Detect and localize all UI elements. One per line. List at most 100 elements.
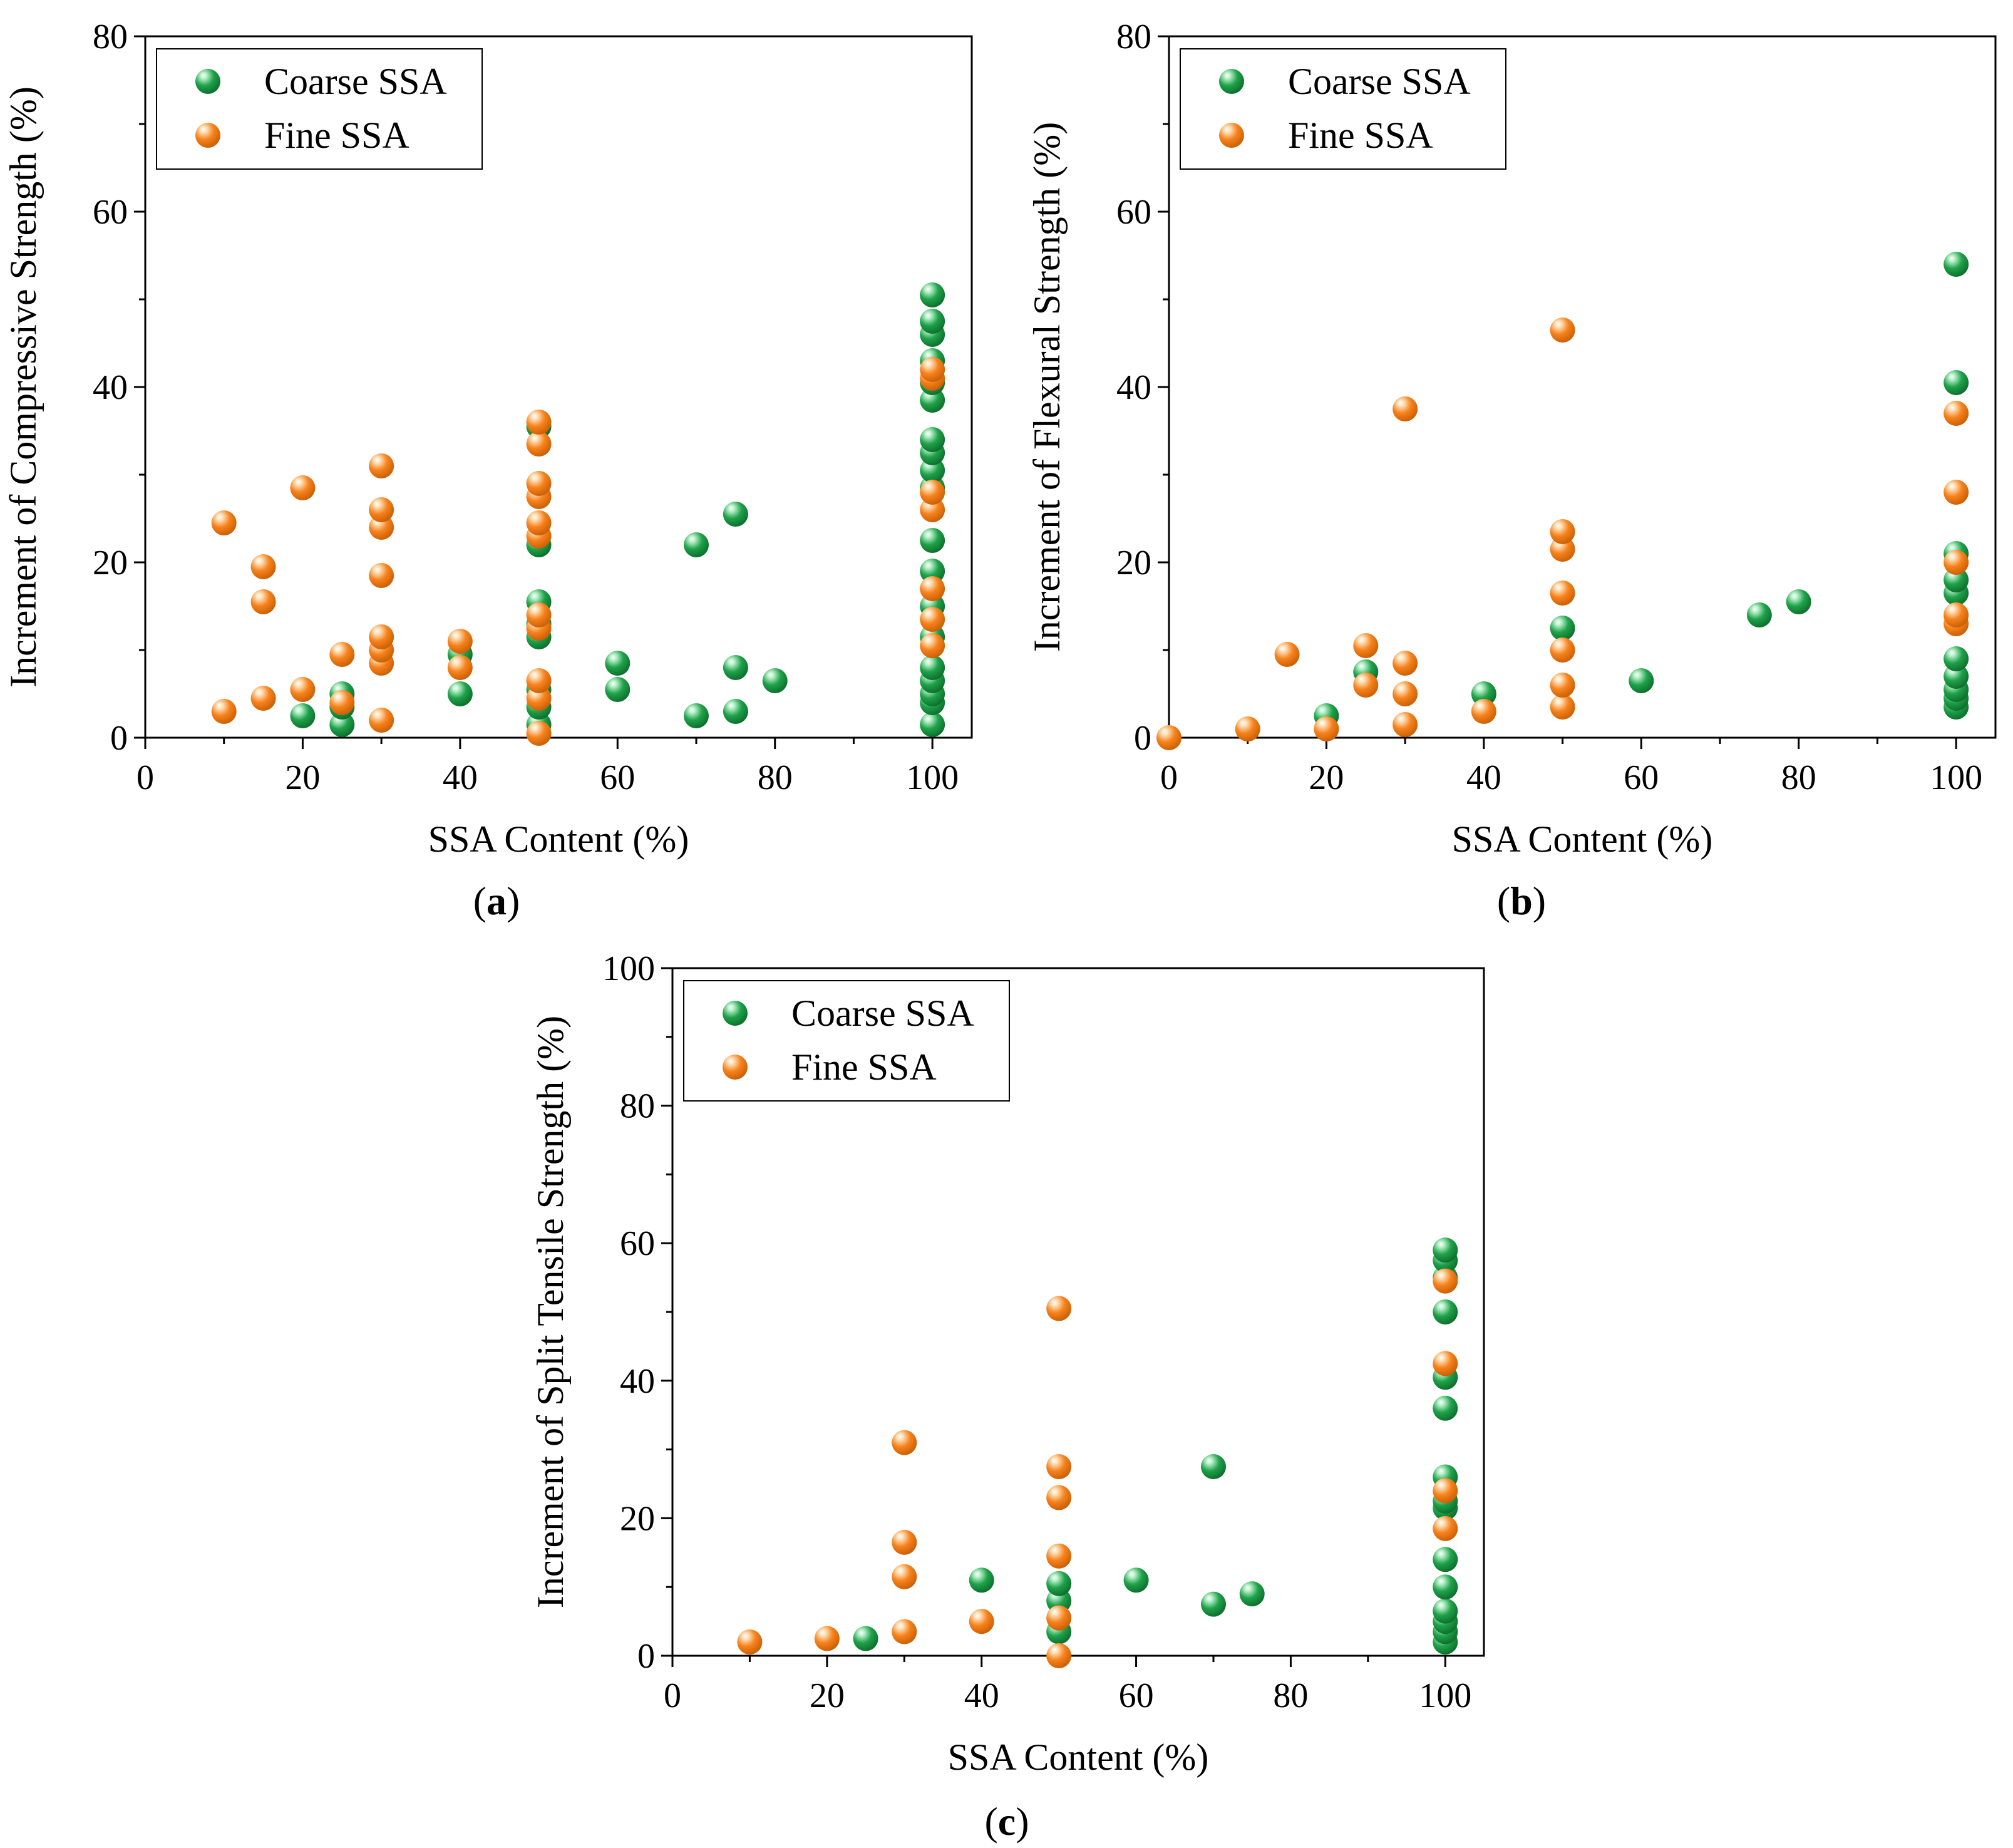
fine-ssa-point [1943,401,1969,426]
fine-ssa-point [1943,550,1969,575]
x-tick-label: 80 [1273,1676,1308,1715]
fine-ssa-point [369,708,394,733]
fine-ssa-point [920,497,945,522]
fine-ssa-point [329,690,355,715]
coarse-ssa-point [1201,1591,1226,1617]
coarse-ssa-point [723,699,748,724]
y-tick-label: 20 [1116,544,1151,582]
coarse-ssa-point [1550,616,1575,641]
fine-ssa-point [1314,716,1339,741]
fine-ssa-point [892,1619,917,1644]
coarse-ssa-point [920,655,945,680]
fine-ssa-point [1046,1605,1072,1631]
x-tick-label: 80 [1781,758,1816,797]
fine-ssa-point [1046,1296,1072,1321]
coarse-ssa-point [1433,1299,1458,1324]
coarse-ssa-point [1943,370,1969,395]
fine-ssa-point [1433,1515,1458,1541]
coarse-ssa-point [969,1567,994,1593]
fine-ssa-point [526,431,552,457]
fine-ssa-point [1550,638,1575,663]
y-axis-title: Increment of Flexural Strength (%) [1026,122,1068,652]
x-tick-label: 80 [758,758,793,797]
fine-ssa-point [526,668,552,693]
y-tick-label: 80 [1116,18,1151,56]
fine-ssa-point [250,554,276,579]
fine-ssa-point [920,357,945,382]
fine-ssa-point [1046,1454,1072,1480]
y-tick-label: 20 [93,544,128,582]
data-points [1156,252,1969,750]
y-tick-label: 80 [620,1087,655,1126]
chart-panel-b: 0 20 40 60 80 100 0 20 40 60 80 SSA Content (%) Incr… [1026,18,1997,860]
x-tick-label: 40 [443,758,478,797]
coarse-ssa-point [920,427,945,452]
legend-label-fine: Fine SSA [791,1046,937,1088]
fine-ssa-point [1393,651,1418,676]
fine-ssa-point [1550,581,1575,606]
fine-ssa-point [1393,712,1418,737]
coarse-ssa-point [1786,589,1811,614]
coarse-ssa-point [1046,1588,1072,1614]
x-tick-label: 100 [1930,758,1982,797]
fine-ssa-point [250,686,276,711]
fine-ssa-point [290,677,316,702]
fine-ssa-point [1550,519,1575,544]
fine-ssa-point [1156,725,1182,750]
coarse-ssa-point [684,703,709,728]
fine-ssa-point [1235,716,1260,741]
x-tick-label: 20 [810,1676,845,1715]
legend: Coarse SSA Fine SSA [683,980,1010,1102]
legend: Coarse SSA Fine SSA [156,48,483,170]
panel-label-b: (b) [1497,879,1546,923]
fine-ssa-point [1353,673,1379,698]
fine-ssa-point [369,563,394,588]
coarse-ssa-point [762,668,788,693]
x-tick-label: 40 [1466,758,1501,797]
x-tick-label: 0 [664,1676,681,1715]
legend-box [683,980,1010,1102]
coarse-ssa-point [1943,567,1969,592]
fine-ssa-point [369,624,394,649]
coarse-ssa-point [1629,668,1654,693]
x-tick-label: 60 [1624,758,1659,797]
fine-ssa-point [1550,537,1575,562]
fine-ssa-point [1550,317,1575,343]
x-axis-title: SSA Content (%) [1452,818,1713,860]
coarse-ssa-point [1239,1581,1265,1607]
fine-ssa-point [447,629,473,654]
fine-ssa-point [969,1609,994,1634]
coarse-ssa-point [920,559,945,584]
x-tick-label: 0 [136,758,154,797]
legend-box [1180,48,1506,170]
fine-ssa-point [329,642,355,667]
coarse-ssa-point [329,712,355,737]
x-axis-title: SSA Content (%) [948,1737,1209,1778]
fine-ssa-point [1550,694,1575,720]
fine-ssa-point [369,515,394,540]
y-tick-label: 0 [110,719,128,758]
coarse-ssa-point [290,703,316,728]
fine-ssa-point [369,497,394,522]
fine-ssa-point [1353,633,1379,658]
coarse-ssa-point [920,458,945,483]
fine-ssa-point [1433,1268,1458,1294]
coarse-ssa-point [605,677,631,702]
fine-ssa-point [290,475,316,500]
fine-ssa-point [737,1629,763,1655]
fine-ssa-point [892,1564,917,1589]
fine-ssa-point [1943,602,1969,627]
panel-label-a: (a) [473,879,520,923]
legend-box [156,48,483,170]
coarse-ssa-point [605,651,631,676]
legend-label-coarse: Coarse SSA [264,61,447,102]
fine-ssa-point [892,1529,917,1555]
legend: Coarse SSA Fine SSA [1180,48,1506,170]
y-tick-label: 20 [620,1499,655,1538]
coarse-ssa-point [1433,1395,1458,1421]
fine-ssa-point [920,480,945,505]
y-tick-label: 0 [637,1637,655,1676]
x-tick-label: 20 [1309,758,1344,797]
fine-ssa-point [211,699,237,724]
data-points [737,1237,1458,1668]
